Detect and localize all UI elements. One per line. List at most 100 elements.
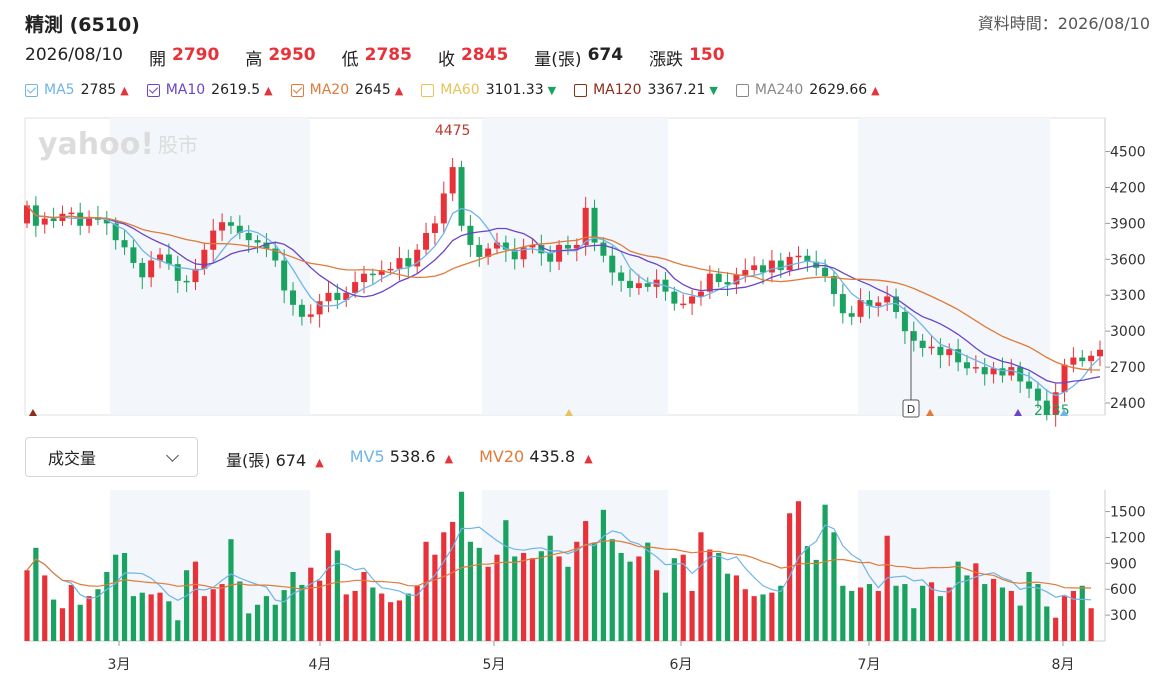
candle bbox=[564, 235, 571, 255]
volume-bar bbox=[192, 561, 199, 641]
volume-bar bbox=[547, 535, 553, 641]
candle-body bbox=[804, 255, 811, 262]
volume-bar bbox=[920, 585, 926, 641]
volume-bar bbox=[840, 585, 846, 641]
ma-value: 2619.5 bbox=[211, 82, 261, 98]
y-tick-label: 2700 bbox=[1110, 360, 1146, 376]
volume-bar bbox=[645, 542, 651, 641]
y-tick-label: 600 bbox=[1110, 582, 1137, 598]
candle bbox=[476, 236, 483, 267]
volume-bar bbox=[716, 552, 722, 641]
x-tick-label: 3月 bbox=[108, 657, 131, 673]
candle-body bbox=[77, 212, 84, 226]
x-tick-label: 5月 bbox=[483, 657, 506, 673]
marker-box bbox=[902, 399, 920, 418]
candle-body bbox=[901, 312, 908, 332]
candle bbox=[600, 237, 607, 263]
candle bbox=[972, 355, 979, 374]
ma-toggle-ma10[interactable]: MA10 2619.5 ▲ bbox=[146, 82, 273, 98]
ma-value: 3101.33 bbox=[485, 82, 544, 98]
candle-body bbox=[290, 290, 297, 305]
candle-body bbox=[857, 300, 864, 317]
volume-bar bbox=[769, 592, 775, 641]
x-tick-label: 7月 bbox=[858, 657, 881, 673]
volume-bar bbox=[600, 509, 607, 641]
candle bbox=[1097, 340, 1103, 367]
candle-body bbox=[307, 314, 314, 317]
checkbox-icon[interactable] bbox=[574, 83, 588, 97]
candle bbox=[618, 265, 625, 292]
volume-bar bbox=[689, 590, 695, 641]
checkbox-icon[interactable] bbox=[421, 83, 435, 97]
candle-body bbox=[254, 240, 261, 243]
y-tick-label: 4500 bbox=[1110, 145, 1146, 161]
ma-toggle-ma120[interactable]: MA120 3367.21 ▼ bbox=[574, 82, 718, 98]
volume-bar bbox=[379, 593, 385, 641]
ma-toggle-ma20[interactable]: MA20 2645 ▲ bbox=[290, 82, 403, 98]
candle-body bbox=[157, 254, 164, 261]
ma-toggle-ma60[interactable]: MA60 3101.33 ▼ bbox=[421, 82, 556, 98]
volume-bar bbox=[911, 608, 917, 641]
ma-toggle-ma240[interactable]: MA240 2629.66 ▲ bbox=[735, 82, 880, 98]
volume-bar bbox=[742, 589, 748, 641]
volume-bar bbox=[627, 561, 633, 641]
candle-body bbox=[467, 225, 474, 245]
indicator-select[interactable]: 成交量 bbox=[25, 437, 198, 477]
candle-body bbox=[1026, 381, 1033, 389]
candle bbox=[440, 181, 447, 234]
open-label: 開 bbox=[148, 50, 166, 70]
candle-body bbox=[41, 218, 48, 225]
candle-body bbox=[795, 255, 802, 258]
volume-bar bbox=[831, 532, 837, 641]
volume-bar bbox=[263, 596, 270, 641]
candle-body bbox=[556, 244, 563, 262]
ma-name: MA20 bbox=[309, 82, 350, 98]
candle-body bbox=[635, 283, 642, 289]
candle-body bbox=[538, 244, 545, 254]
candle-body bbox=[94, 217, 101, 220]
candle bbox=[24, 200, 30, 229]
event-triangle-icon bbox=[926, 409, 934, 416]
candle-body bbox=[121, 240, 128, 248]
volume-bar bbox=[654, 570, 660, 641]
checkbox-icon[interactable] bbox=[146, 83, 160, 97]
candle-body bbox=[165, 254, 172, 265]
volume-bar bbox=[662, 592, 669, 641]
candle-body bbox=[298, 304, 305, 317]
volume-bar bbox=[246, 613, 252, 641]
open-value: 2790 bbox=[171, 45, 220, 65]
volume-bar bbox=[485, 566, 491, 641]
arrow-down-icon: ▼ bbox=[709, 83, 718, 97]
candle-body bbox=[999, 368, 1006, 376]
volume-bar bbox=[982, 584, 988, 641]
candle-body bbox=[813, 261, 820, 268]
event-triangle-icon bbox=[565, 409, 573, 416]
checkbox-icon[interactable] bbox=[25, 83, 38, 97]
candle bbox=[227, 216, 234, 235]
candle-body bbox=[946, 349, 953, 356]
volume-bar bbox=[414, 585, 420, 641]
candle bbox=[963, 354, 970, 376]
mv5-legend-dir: ▲ bbox=[444, 452, 454, 465]
ma-toggle-ma5[interactable]: MA5 2785 ▲ bbox=[25, 82, 129, 98]
data-time-value: 2026/08/10 bbox=[1057, 14, 1150, 33]
close-label: 收 bbox=[437, 50, 455, 70]
event-triangle-icon bbox=[1060, 409, 1068, 416]
checkbox-icon[interactable] bbox=[735, 83, 749, 97]
candle bbox=[795, 246, 802, 270]
volume-bar bbox=[618, 552, 624, 641]
candle bbox=[112, 217, 119, 250]
candle-body bbox=[405, 258, 412, 267]
volume-bar bbox=[946, 587, 952, 641]
candle-body bbox=[591, 207, 598, 243]
arrow-up-icon: ▲ bbox=[871, 83, 880, 97]
volume-bar bbox=[325, 533, 332, 641]
candle-body bbox=[990, 368, 997, 375]
candle-body bbox=[1070, 357, 1077, 365]
volume-bar bbox=[822, 504, 828, 641]
volume-bar bbox=[95, 589, 101, 641]
candle bbox=[635, 274, 642, 295]
checkbox-icon[interactable] bbox=[290, 83, 304, 97]
candle-body bbox=[1008, 367, 1015, 376]
vol-legend-dir: ▲ bbox=[315, 456, 324, 469]
